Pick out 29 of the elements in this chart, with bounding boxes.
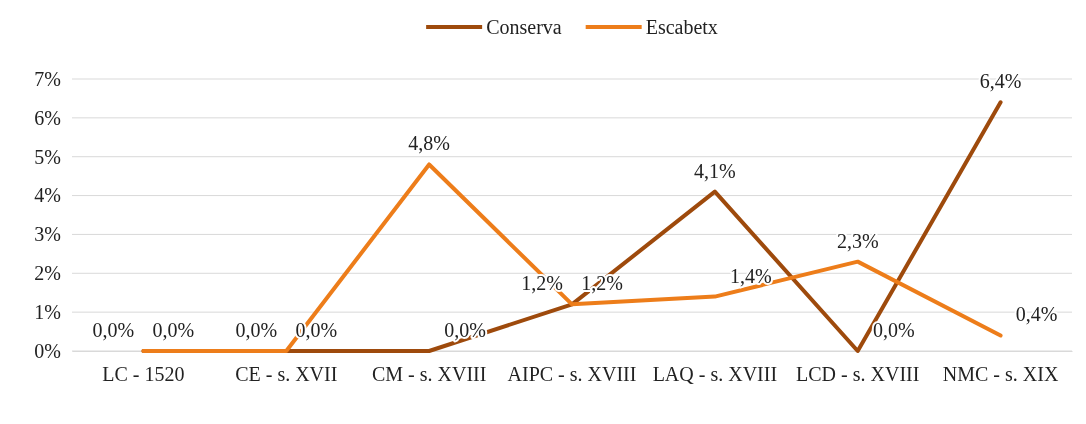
legend-label: Conserva bbox=[486, 16, 562, 38]
data-label: 0,0% bbox=[92, 319, 135, 341]
data-label: 4,1% bbox=[694, 159, 736, 182]
data-label: 2,3% bbox=[836, 229, 879, 252]
data-label: 0,4% bbox=[1015, 303, 1058, 326]
data-label: 0,0% bbox=[872, 319, 915, 341]
line-series bbox=[141, 162, 1003, 353]
y-tick-label: 3% bbox=[34, 223, 61, 246]
x-tick-label: LCD - s. XVIII bbox=[796, 363, 920, 385]
data-label: 0,0% bbox=[235, 319, 278, 341]
y-tick-label: 0% bbox=[34, 339, 61, 362]
data-label: 6,4% bbox=[979, 70, 1022, 93]
y-tick-label: 7% bbox=[34, 67, 61, 90]
x-tick-label: NMC - s. XIX bbox=[942, 363, 1059, 385]
x-tick-label: LC - 1520 bbox=[102, 363, 185, 385]
x-tick-label: CE - s. XVII bbox=[235, 363, 338, 385]
x-tick-label: AIPC - s. XVIII bbox=[507, 363, 637, 385]
x-tick-label: CM - s. XVIII bbox=[371, 363, 487, 385]
legend-label: Escabetx bbox=[645, 16, 718, 38]
x-tick-label: LAQ - s. XVIII bbox=[652, 363, 778, 385]
y-tick-label: 5% bbox=[34, 145, 61, 168]
y-tick-label: 4% bbox=[34, 184, 61, 207]
y-tick-label: 6% bbox=[34, 106, 61, 129]
data-label: 1,4% bbox=[730, 264, 772, 287]
data-label: 0,0% bbox=[444, 319, 486, 341]
y-tick-label: 1% bbox=[34, 301, 61, 324]
y-tick-label: 2% bbox=[34, 262, 61, 285]
data-label: 4,8% bbox=[408, 132, 450, 155]
data-label: 0,0% bbox=[152, 319, 195, 341]
